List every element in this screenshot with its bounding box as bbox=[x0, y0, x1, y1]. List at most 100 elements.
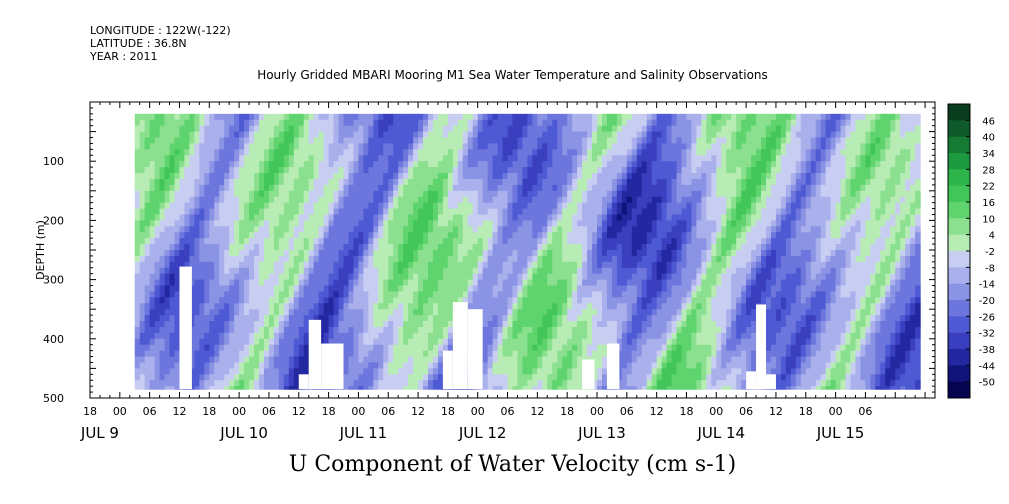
heatmap-cell bbox=[348, 297, 355, 304]
heatmap-cell bbox=[606, 184, 613, 192]
heatmap-cell bbox=[268, 155, 275, 162]
heatmap-cell bbox=[646, 386, 653, 390]
heatmap-cell bbox=[582, 113, 588, 121]
heatmap-cell bbox=[457, 291, 464, 298]
heatmap-cell bbox=[542, 255, 548, 263]
heatmap-cell bbox=[239, 261, 245, 269]
heatmap-cell bbox=[244, 190, 250, 198]
heatmap-cell bbox=[646, 368, 653, 375]
heatmap-cell bbox=[378, 143, 384, 150]
heatmap-cell bbox=[278, 113, 285, 121]
heatmap-cell bbox=[413, 173, 419, 180]
heatmap-cell bbox=[278, 261, 285, 269]
heatmap-cell bbox=[497, 226, 504, 233]
heatmap-cell bbox=[487, 149, 494, 156]
heatmap-cell bbox=[547, 137, 553, 145]
heatmap-cell bbox=[492, 309, 499, 316]
heatmap-cell bbox=[229, 291, 235, 298]
heatmap-cell bbox=[288, 232, 295, 239]
heatmap-cell bbox=[606, 255, 613, 263]
heatmap-cell bbox=[209, 214, 215, 221]
heatmap-cell bbox=[601, 119, 608, 127]
heatmap-cell bbox=[457, 125, 464, 133]
heatmap-cell bbox=[592, 149, 598, 156]
heatmap-cell bbox=[507, 143, 514, 150]
heatmap-cell bbox=[263, 368, 270, 375]
heatmap-cell bbox=[432, 250, 439, 257]
heatmap-cell bbox=[249, 143, 255, 150]
heatmap-cell bbox=[487, 338, 494, 346]
heatmap-cell bbox=[368, 137, 374, 145]
heatmap-cell bbox=[631, 350, 638, 358]
heatmap-cell bbox=[239, 155, 245, 162]
heatmap-cell bbox=[428, 261, 434, 269]
heatmap-cell bbox=[219, 279, 225, 287]
heatmap-cell bbox=[134, 113, 141, 121]
heatmap-cell bbox=[239, 315, 245, 322]
heatmap-cell bbox=[298, 196, 305, 204]
heatmap-cell bbox=[273, 208, 280, 216]
heatmap-cell bbox=[174, 113, 181, 121]
heatmap-cell bbox=[497, 380, 504, 387]
heatmap-cell bbox=[229, 386, 235, 390]
heatmap-cell bbox=[259, 226, 265, 233]
heatmap-cell bbox=[492, 250, 499, 257]
heatmap-cell bbox=[492, 196, 499, 204]
heatmap-cell bbox=[254, 380, 260, 387]
heatmap-cell bbox=[194, 244, 200, 251]
heatmap-cell bbox=[234, 113, 240, 121]
heatmap-cell bbox=[164, 125, 171, 133]
heatmap-cell bbox=[348, 338, 355, 346]
heatmap-cell bbox=[278, 196, 285, 204]
heatmap-cell bbox=[358, 119, 364, 127]
heatmap-cell bbox=[144, 285, 151, 293]
heatmap-cell bbox=[139, 149, 146, 156]
heatmap-cell bbox=[502, 285, 509, 293]
heatmap-cell bbox=[283, 261, 290, 269]
heatmap-cell bbox=[209, 161, 215, 168]
heatmap-cell bbox=[562, 137, 568, 145]
heatmap-cell bbox=[582, 291, 588, 298]
heatmap-cell bbox=[239, 356, 245, 364]
heatmap-cell bbox=[472, 173, 479, 180]
heatmap-cell bbox=[303, 303, 310, 310]
heatmap-cell bbox=[328, 155, 335, 162]
heatmap-cell bbox=[144, 226, 151, 233]
heatmap-cell bbox=[507, 202, 514, 210]
heatmap-cell bbox=[363, 250, 369, 257]
heatmap-cell bbox=[393, 113, 399, 121]
heatmap-cell bbox=[597, 338, 603, 346]
heatmap-cell bbox=[522, 315, 529, 322]
heatmap-cell bbox=[144, 149, 151, 156]
heatmap-cell bbox=[537, 184, 543, 192]
heatmap-cell bbox=[259, 362, 265, 369]
heatmap-cell bbox=[268, 344, 275, 352]
heatmap-cell bbox=[313, 113, 320, 121]
heatmap-cell bbox=[254, 255, 260, 263]
heatmap-cell bbox=[467, 214, 474, 221]
heatmap-cell bbox=[522, 250, 529, 257]
heatmap-cell bbox=[587, 315, 593, 322]
heatmap-cell bbox=[393, 214, 399, 221]
heatmap-cell bbox=[527, 155, 533, 162]
heatmap-cell bbox=[298, 344, 305, 352]
heatmap-cell bbox=[204, 297, 210, 304]
heatmap-cell bbox=[601, 315, 608, 322]
heatmap-cell bbox=[288, 125, 295, 133]
heatmap-cell bbox=[194, 297, 200, 304]
heatmap-cell bbox=[428, 214, 434, 221]
heatmap-cell bbox=[522, 267, 529, 275]
heatmap-cell bbox=[497, 143, 504, 150]
heatmap-cell bbox=[492, 261, 499, 269]
heatmap-cell bbox=[204, 374, 210, 381]
heatmap-cell bbox=[184, 244, 191, 251]
heatmap-cell bbox=[194, 255, 200, 263]
heatmap-cell bbox=[189, 321, 195, 328]
heatmap-cell bbox=[338, 113, 345, 121]
heatmap-cell bbox=[303, 326, 310, 334]
heatmap-cell bbox=[477, 303, 484, 310]
heatmap-cell bbox=[189, 214, 195, 221]
heatmap-cell bbox=[423, 125, 429, 133]
heatmap-cell bbox=[333, 267, 340, 275]
heatmap-cell bbox=[398, 315, 404, 322]
